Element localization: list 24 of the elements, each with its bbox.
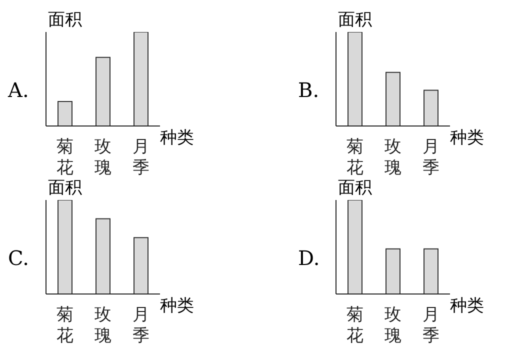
x-tick-label: 月季 xyxy=(132,305,150,346)
x-tick-label: 玫瑰 xyxy=(94,305,112,346)
x-axis-title: 种类 xyxy=(160,127,194,149)
y-axis-title: 面积 xyxy=(48,9,82,31)
x-tick-label: 菊花 xyxy=(346,305,364,346)
y-axis-title: 面积 xyxy=(338,9,372,31)
x-tick-label: 菊花 xyxy=(346,137,364,178)
text: B. xyxy=(298,78,320,102)
x-axis-title: 种类 xyxy=(450,295,484,317)
text: C. xyxy=(8,246,29,270)
x-tick-label: 月季 xyxy=(132,137,150,178)
x-tick-label: 月季 xyxy=(422,305,440,346)
x-tick-label: 菊花 xyxy=(56,137,74,178)
x-tick-label: 菊花 xyxy=(56,305,74,346)
x-tick-label: 月季 xyxy=(422,137,440,178)
text: D. xyxy=(298,246,320,270)
x-tick-label: 玫瑰 xyxy=(94,137,112,178)
x-axis-title: 种类 xyxy=(450,127,484,149)
x-axis-title: 种类 xyxy=(160,295,194,317)
x-tick-label: 玫瑰 xyxy=(384,137,402,178)
y-axis-title: 面积 xyxy=(48,177,82,199)
text: A. xyxy=(8,78,29,102)
x-tick-label: 玫瑰 xyxy=(384,305,402,346)
y-axis-title: 面积 xyxy=(338,177,372,199)
